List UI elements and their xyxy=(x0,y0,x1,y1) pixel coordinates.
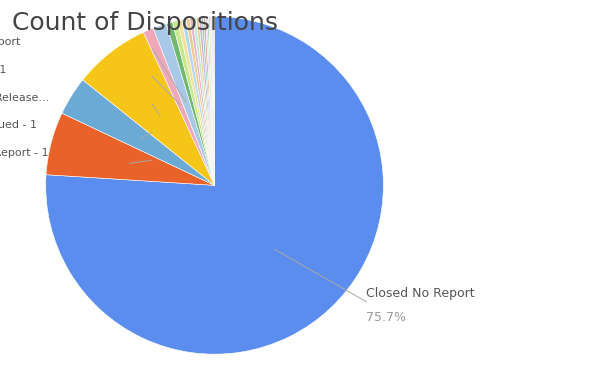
Wedge shape xyxy=(201,17,215,185)
Text: Closed No Report: Closed No Report xyxy=(367,287,475,300)
Wedge shape xyxy=(190,18,215,185)
Wedge shape xyxy=(46,113,215,185)
Text: Summons Issued - 1: Summons Issued - 1 xyxy=(0,120,37,131)
Text: Closed No Report: Closed No Report xyxy=(0,37,21,47)
Text: 75.7%: 75.7% xyxy=(367,311,406,324)
Wedge shape xyxy=(210,17,215,185)
Wedge shape xyxy=(207,17,215,185)
Wedge shape xyxy=(209,17,215,185)
Wedge shape xyxy=(193,18,215,185)
Wedge shape xyxy=(83,32,215,185)
Wedge shape xyxy=(153,23,215,185)
Wedge shape xyxy=(178,20,215,185)
Wedge shape xyxy=(203,17,215,185)
Text: Closed With Report - 1: Closed With Report - 1 xyxy=(0,148,49,158)
Wedge shape xyxy=(166,22,215,185)
Text: False Alarm - 1: False Alarm - 1 xyxy=(0,65,7,75)
Wedge shape xyxy=(182,19,215,185)
Wedge shape xyxy=(196,17,215,185)
Wedge shape xyxy=(144,28,215,185)
Wedge shape xyxy=(46,17,383,354)
Wedge shape xyxy=(172,21,215,185)
Wedge shape xyxy=(212,17,215,185)
Wedge shape xyxy=(62,80,215,185)
Wedge shape xyxy=(212,17,215,185)
Wedge shape xyxy=(198,17,215,185)
Text: Count of Dispositions: Count of Dispositions xyxy=(12,11,278,35)
Wedge shape xyxy=(186,18,215,185)
Wedge shape xyxy=(213,17,215,185)
Wedge shape xyxy=(206,17,215,185)
Text: Warned and Release...: Warned and Release... xyxy=(0,92,49,103)
